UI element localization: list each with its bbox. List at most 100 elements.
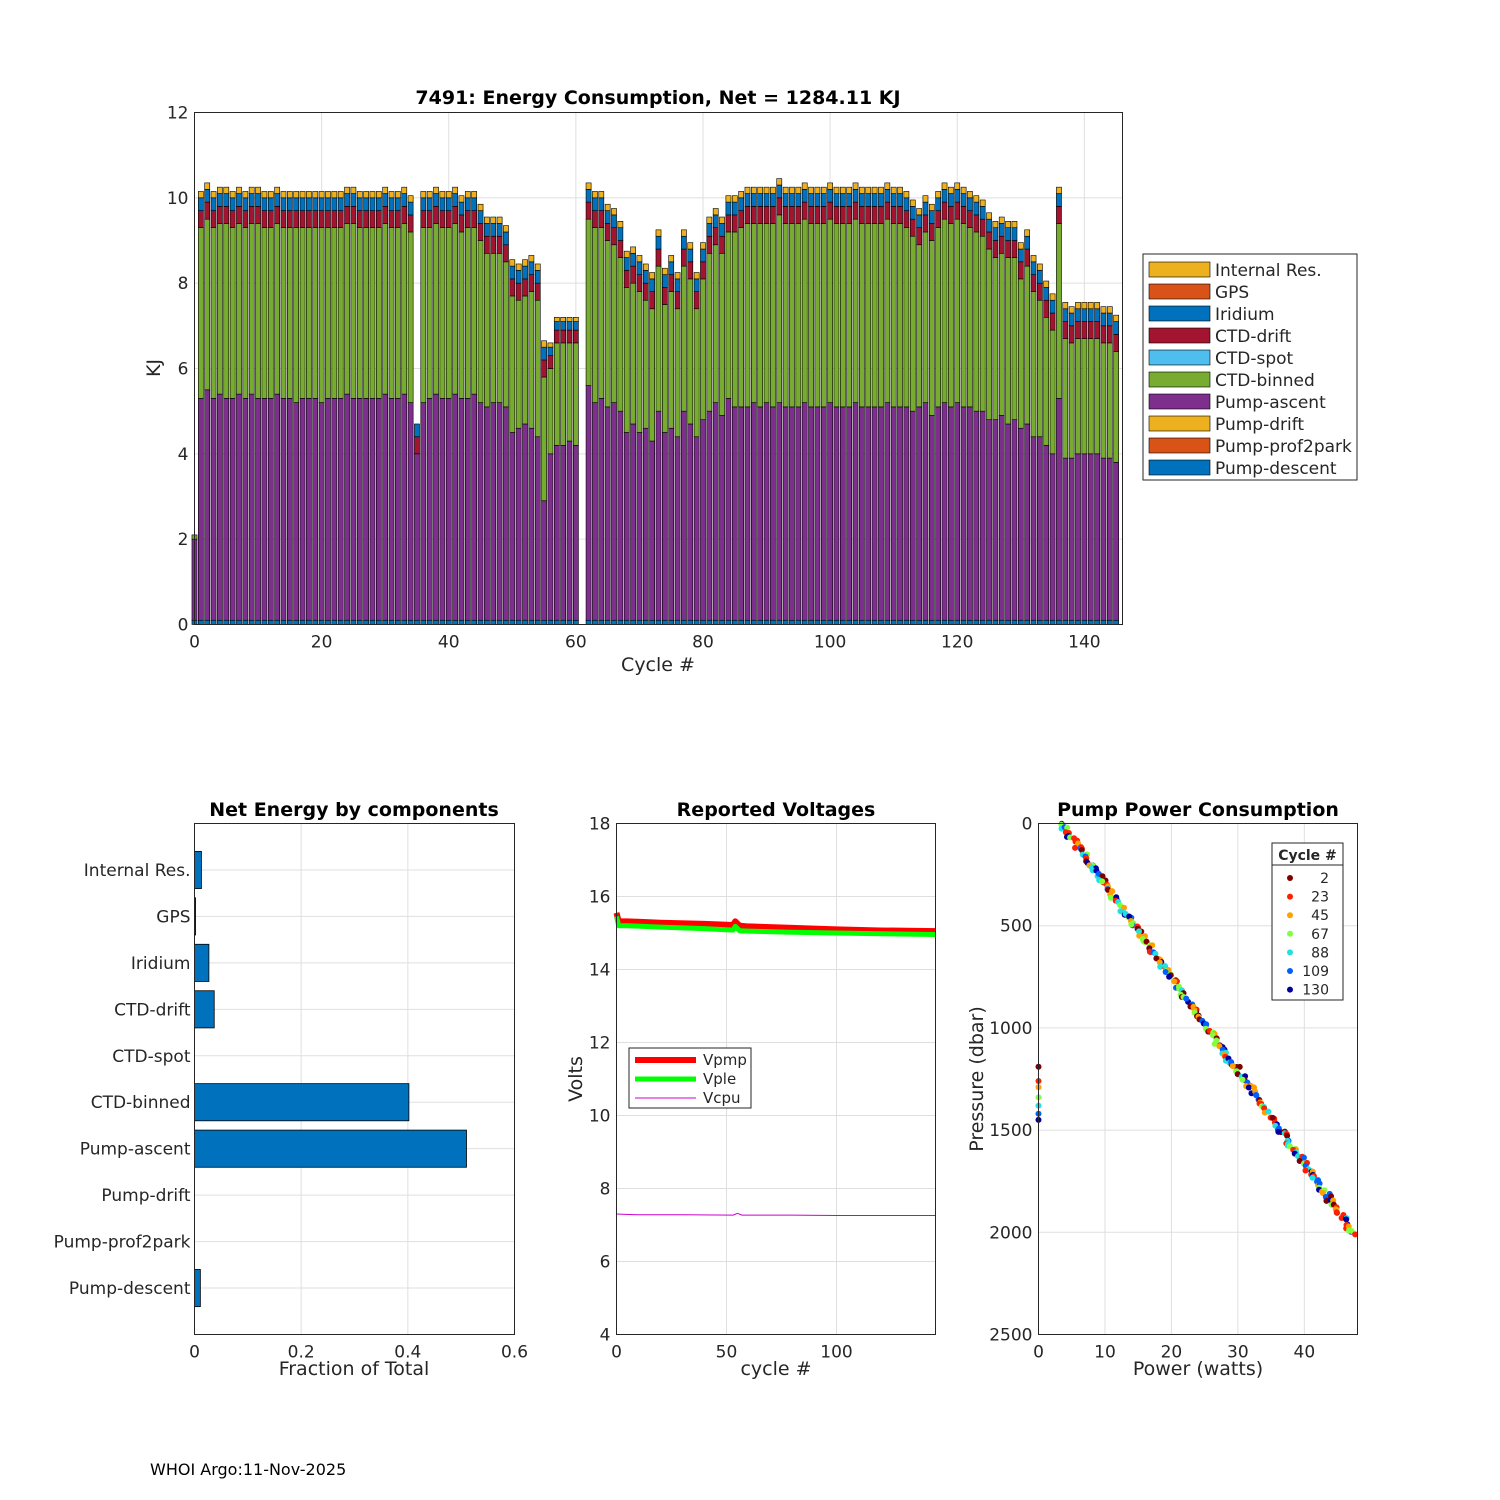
voltage-series-vpmp [613,912,936,935]
energy-bar-segment [1056,193,1062,207]
energy-bar-segment [522,619,528,625]
pump-data-point [1153,955,1160,962]
energy-x-tick-label: 0 [189,633,200,653]
energy-bar-segment [839,406,846,621]
energy-bar-segment [909,410,916,621]
energy-bar-segment [325,227,331,399]
energy-bar-segment [782,619,789,625]
energy-bar-segment [776,178,783,186]
energy-bar-segment [763,186,770,194]
energy-bar-segment [1030,261,1037,275]
energy-bar-segment [560,316,566,322]
energy-legend-label: Iridium [1215,305,1275,325]
energy-bar-segment [344,619,350,625]
energy-bar-segment [458,231,465,399]
energy-bar-segment [884,218,891,403]
energy-bar-segment [407,195,414,203]
energy-bar-segment [236,223,242,395]
energy-bar-segment [948,223,954,408]
energy-bar-segment [261,197,268,211]
energy-bar-segment [1081,453,1088,621]
energy-bar-segment [706,216,713,224]
energy-bar-segment [242,191,249,199]
energy-bar-segment [649,278,655,292]
energy-bar-segment [344,186,350,194]
energy-bar-segment [611,402,617,621]
energy-bar-segment [439,191,446,199]
energy-bar-segment [560,444,566,621]
energy-bar-segment [293,619,300,625]
energy-bar-segment [407,201,414,216]
pump-x-tick-label: 40 [1294,1343,1316,1363]
energy-bar-segment [636,291,643,433]
energy-bar-segment [293,402,300,621]
energy-bar-segment [725,398,732,621]
energy-bar-segment [630,253,636,267]
energy-bar-segment [585,385,592,621]
energy-bar-segment [674,308,681,438]
energy-bar-segment [827,402,833,621]
energy-bar-segment [477,223,484,241]
energy-bar-segment [725,214,732,233]
pump-data-point [1126,913,1133,920]
energy-bar-segment [801,189,808,203]
energy-bar-segment [1081,302,1088,310]
voltages-legend-label: Vcpu [703,1089,741,1107]
energy-bar-segment [719,235,725,254]
energy-bar-segment [503,231,509,246]
energy-bar-segment [973,231,980,412]
voltages-y-tick-label: 12 [589,1034,611,1054]
energy-bar-segment [553,619,560,625]
energy-bar-segment [1100,457,1107,621]
energy-legend-label: Pump-prof2park [1215,437,1352,457]
energy-bar-segment [941,182,948,190]
energy-bar-segment [776,197,783,216]
energy-bar-segment [395,197,401,211]
energy-bar-segment [369,210,376,228]
energy-bar-segment [1043,280,1050,288]
energy-bar-segment [960,186,967,194]
energy-bar-segment [903,197,910,211]
energy-bar-segment [611,619,617,625]
energy-bar-segment [484,253,490,408]
energy-bar-segment [573,619,579,625]
energy-bar-segment [941,201,948,220]
energy-bar-segment [814,223,821,408]
energy-bar-segment [464,398,471,621]
energy-bar-segment [248,393,255,621]
energy-bar-segment [528,255,535,263]
energy-bar-segment [922,195,929,203]
energy-bar-segment [395,619,401,625]
pump-x-tick-label: 0 [1033,1343,1044,1363]
energy-bar-segment [795,206,802,224]
pump-legend-marker [1287,875,1293,881]
energy-bar-segment [452,223,458,395]
energy-bar-segment [909,619,916,625]
energy-x-tick-label: 120 [941,633,973,653]
energy-bar-segment [318,227,325,403]
voltages-chart-title: Reported Voltages [677,799,876,821]
components-bar [194,850,202,889]
energy-bar-segment [954,201,961,220]
energy-bar-segment [331,227,338,399]
energy-bar-segment [1037,619,1043,625]
pump-data-point [1166,973,1173,980]
energy-legend-label: CTD-spot [1215,349,1294,369]
energy-bar-segment [744,206,751,224]
energy-bar-segment [566,316,573,322]
pump-data-point [1229,1063,1236,1070]
energy-bar-segment [534,619,541,625]
voltages-y-tick-label: 10 [589,1107,611,1127]
energy-bar-segment [960,619,967,625]
energy-bar-segment [986,619,992,625]
energy-bar-segment [236,393,242,621]
energy-bar-segment [337,227,344,399]
energy-bar-segment [223,619,230,625]
pump-data-point [1183,995,1190,1002]
pump-legend-marker [1287,893,1293,900]
energy-bar-segment [948,193,954,207]
energy-bar-segment [941,218,948,403]
energy-bar-segment [337,191,344,199]
components-chart-title: Net Energy by components [209,799,499,821]
energy-bar-segment [617,619,624,625]
